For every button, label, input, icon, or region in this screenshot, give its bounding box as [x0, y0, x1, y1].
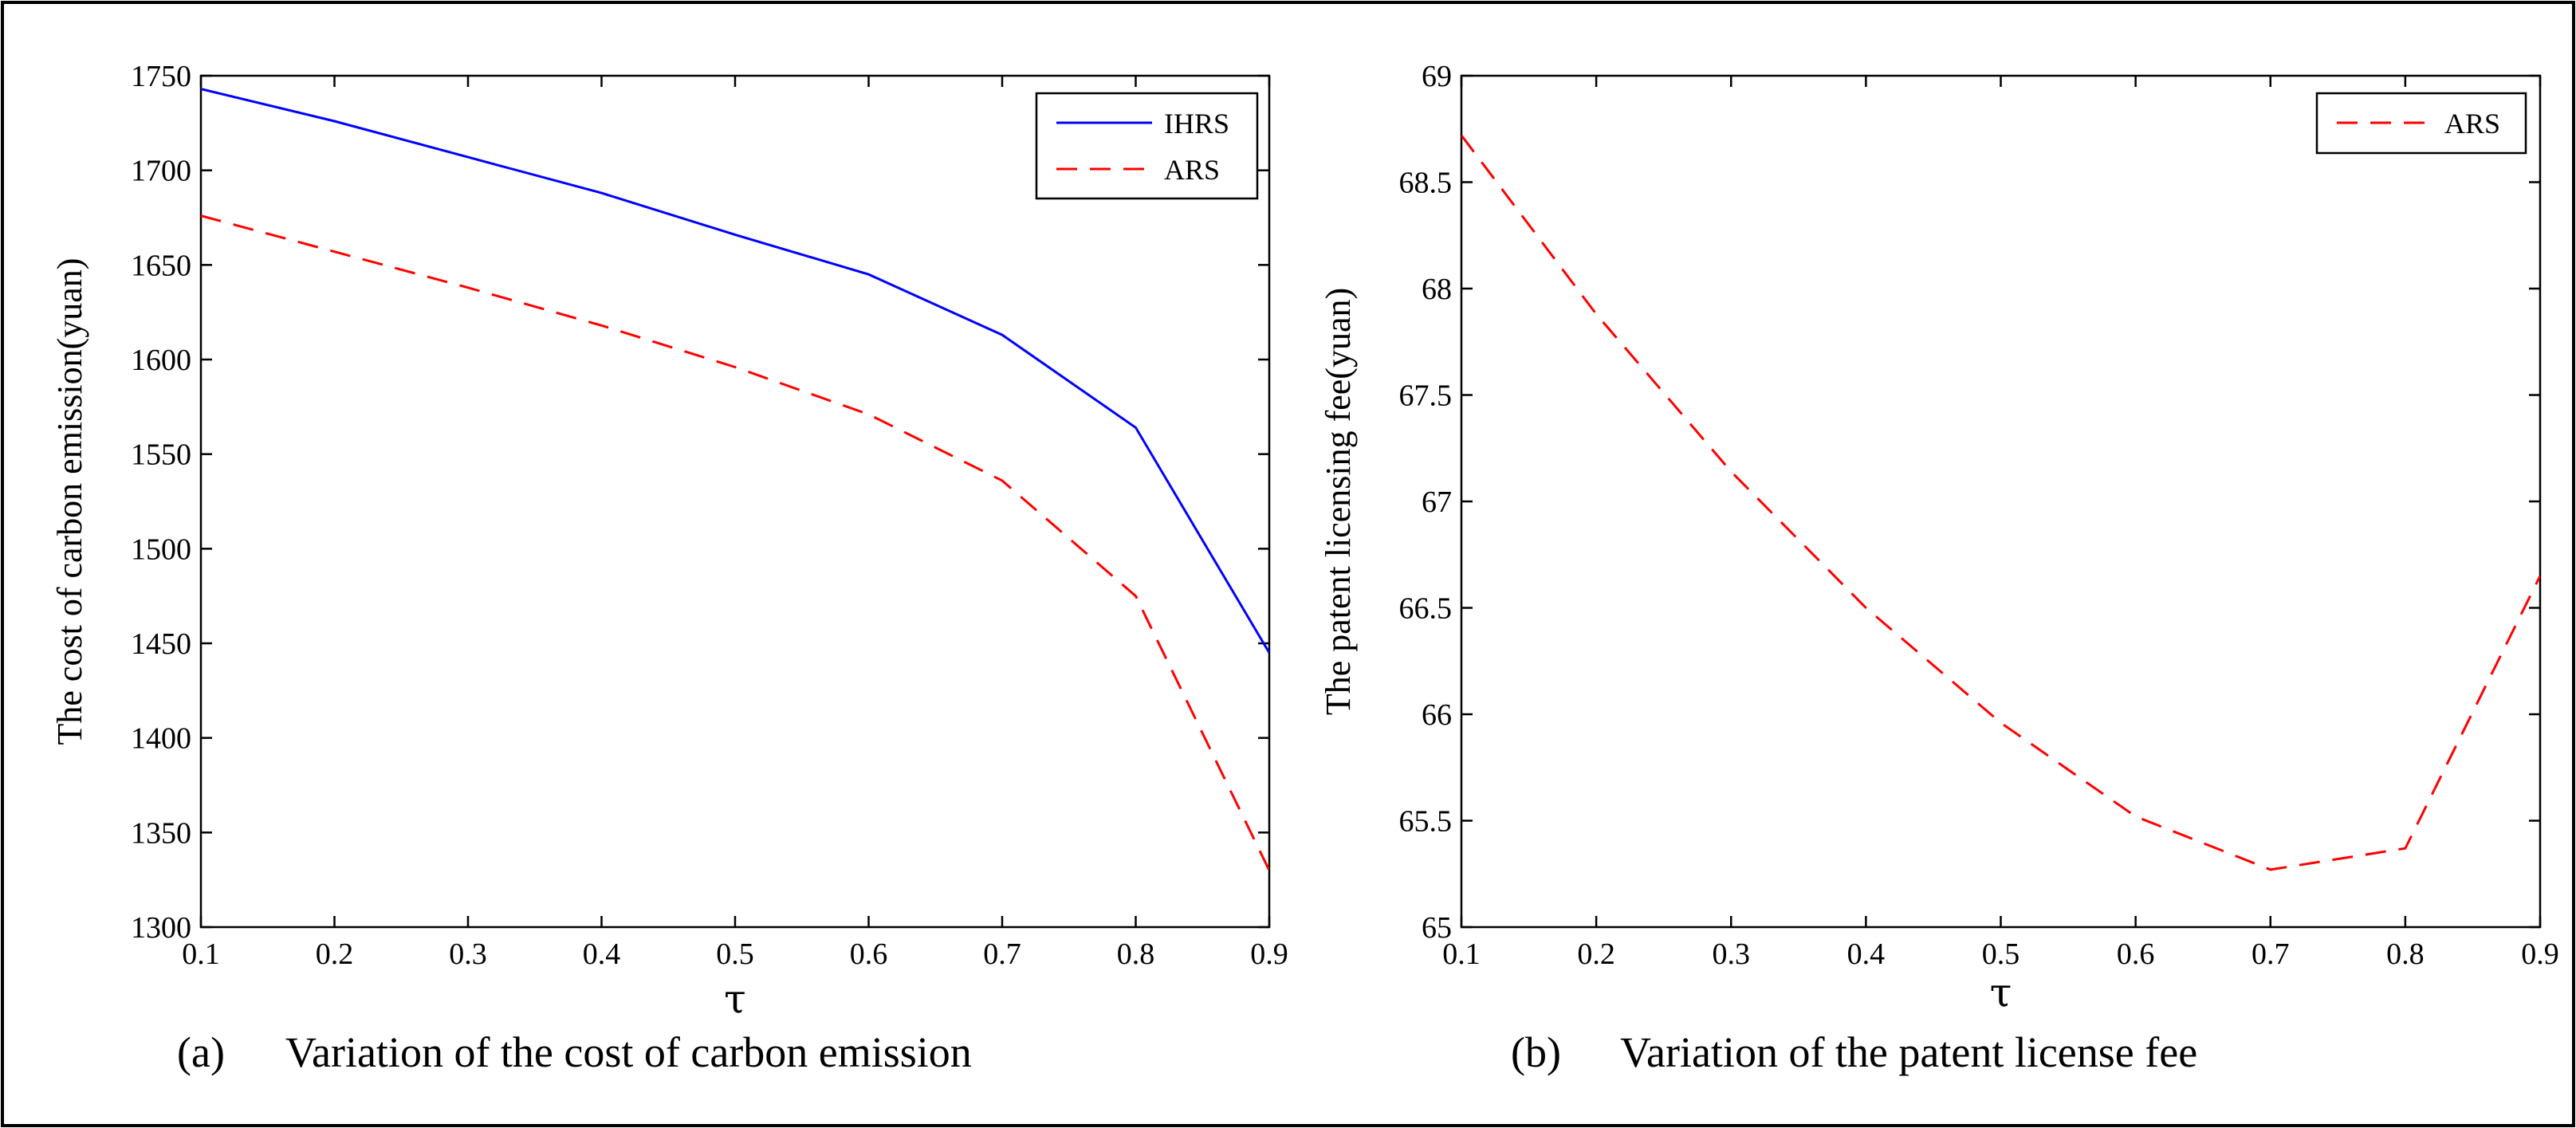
x-tick-label: 0.8: [1117, 937, 1155, 971]
legend-box: [1035, 92, 1259, 200]
series-line-ars: [201, 214, 1269, 871]
x-tick-label: 0.2: [1577, 937, 1615, 971]
x-axis-label: τ: [724, 976, 746, 1022]
x-tick-label: 0.5: [1982, 937, 2020, 971]
legend-label-ars: ARS: [2444, 108, 2500, 140]
plot-area: [199, 74, 1271, 929]
panel-a: 0.1 0.2 0.3 0.4 0.5 0.6 0.7 0.8 0.9 1300 1350 1400 1…: [50, 60, 1288, 1076]
x-tick-label: 0.4: [583, 937, 621, 971]
y-tick-label: 1550: [131, 438, 191, 472]
x-axis-label: τ: [1990, 969, 2012, 1016]
x-tick-label: 0.7: [2252, 937, 2290, 971]
plot-area: [1460, 74, 2542, 929]
y-tick-label: 1400: [131, 722, 191, 756]
caption-label: (a): [177, 1028, 225, 1076]
y-tick-label: 66: [1422, 698, 1452, 732]
y-tick-label: 1450: [131, 627, 191, 661]
x-tick-label: 0.8: [2386, 937, 2425, 971]
y-tick-label: 1750: [131, 60, 191, 93]
x-tick-label: 0.1: [182, 937, 220, 971]
legend-label-ihrs: IHRS: [1164, 108, 1229, 140]
x-tick-label: 0.9: [1250, 937, 1288, 971]
caption-text: Variation of the patent license fee: [1620, 1028, 2197, 1076]
y-tick-label: 69: [1422, 60, 1452, 93]
x-tick-label: 0.3: [1713, 937, 1751, 971]
x-tick-label: 0.5: [716, 937, 754, 971]
y-tick-label: 67.5: [1399, 379, 1453, 413]
caption-label: (b): [1511, 1028, 1561, 1076]
y-tick-label: 68.5: [1399, 167, 1453, 200]
y-axis-label: The cost of carbon emission(yuan): [50, 258, 89, 745]
y-axis-label: The patent licensing fee(yuan): [1319, 288, 1358, 715]
caption-text: Variation of the cost of carbon emission: [285, 1028, 972, 1076]
x-tick-label: 0.9: [2521, 937, 2559, 971]
x-tick-label: 0.7: [983, 937, 1021, 971]
y-tick-label: 1500: [131, 533, 191, 566]
series-line-ihrs: [201, 88, 1269, 654]
x-tick-label: 0.4: [1847, 937, 1886, 971]
y-tick-label: 1350: [131, 816, 191, 850]
y-tick-label: 67: [1422, 485, 1452, 519]
y-tick-label: 1700: [131, 155, 191, 188]
y-tick-label: 1650: [131, 249, 191, 282]
y-tick-label: 66.5: [1399, 592, 1453, 626]
x-tick-label: 0.2: [316, 937, 354, 971]
x-tick-label: 0.6: [850, 937, 888, 971]
y-tick-label: 65: [1422, 911, 1452, 945]
x-tick-label: 0.3: [449, 937, 487, 971]
x-tick-label: 0.6: [2117, 937, 2155, 971]
y-tick-label: 65.5: [1399, 805, 1453, 839]
y-tick-label: 1600: [131, 344, 191, 377]
x-tick-label: 0.1: [1442, 937, 1481, 971]
y-tick-label: 1300: [131, 911, 191, 945]
panel-b: 0.1 0.2 0.3 0.4 0.5 0.6 0.7 0.8 0.9 65 65.5 66 66.5 6…: [1319, 60, 2559, 1076]
legend-label-ars: ARS: [1164, 154, 1220, 186]
y-tick-label: 68: [1422, 273, 1452, 306]
